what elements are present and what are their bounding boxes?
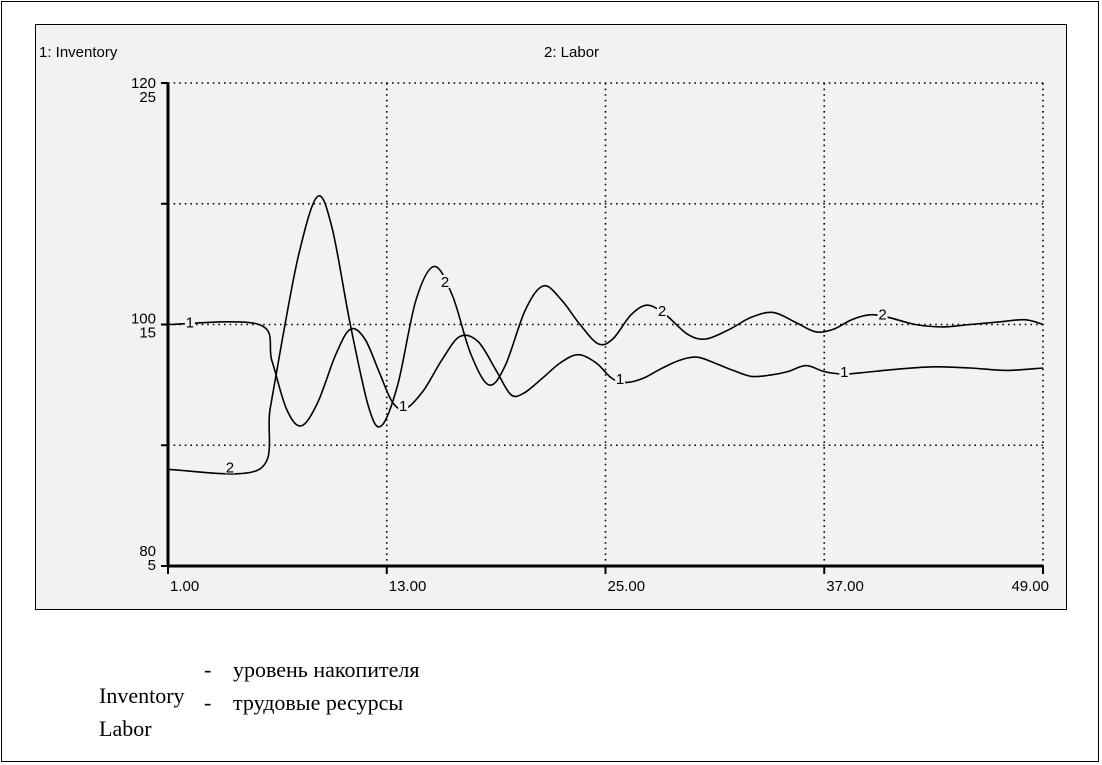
series-marker-bg — [184, 315, 195, 329]
series-markers: 1 1 1 1 2 2 2 2 — [184, 274, 888, 476]
series-marker-1: 1 — [840, 364, 848, 381]
series-marker-1: 1 — [616, 371, 624, 388]
legend-dash-labor: - — [204, 690, 212, 715]
y2-max-label: 25 — [139, 89, 156, 106]
y1-max-label: 120 — [131, 75, 156, 92]
series-marker-2: 2 — [441, 274, 449, 291]
legend-row-inventory: Inventory — [88, 657, 185, 709]
legend-desc-inventory: уровень накопителя — [233, 657, 420, 682]
graph-panel: 1 1 1 1 2 2 2 2 1.00 13.00 25.00 37.00 49.00 120 25 10… — [35, 24, 1067, 610]
series-label-labor: 2: Labor — [544, 44, 599, 61]
x-tick-label: 49.00 — [1011, 578, 1049, 595]
series-marker-bg — [615, 372, 626, 386]
x-tick-label: 13.00 — [389, 578, 427, 595]
series-marker-2: 2 — [226, 459, 234, 476]
x-tick-label: 25.00 — [608, 578, 646, 595]
x-tick-label: 1.00 — [170, 578, 199, 595]
series-marker-bg — [398, 398, 409, 412]
legend-term-labor: Labor — [99, 716, 152, 741]
series-label-inventory: 1: Inventory — [39, 44, 118, 61]
y1-mid-label: 100 — [131, 311, 156, 328]
y2-min-label: 5 — [148, 557, 156, 574]
legend-row-labor: Labor — [88, 690, 152, 742]
series-marker-bg — [440, 274, 451, 288]
axes — [161, 82, 1044, 574]
series-marker-1: 1 — [186, 315, 194, 332]
y2-mid-label: 15 — [139, 325, 156, 342]
series-lines — [167, 195, 1044, 475]
series-line-labor — [167, 195, 1044, 475]
series-marker-bg — [657, 303, 668, 317]
x-tick-label: 37.00 — [826, 578, 864, 595]
series-marker-bg — [839, 364, 850, 378]
series-marker-bg — [224, 460, 235, 474]
legend-term-inventory: Inventory — [99, 683, 185, 708]
series-marker-1: 1 — [399, 398, 407, 415]
series-marker-2: 2 — [658, 303, 666, 320]
series-marker-bg — [877, 307, 888, 321]
legend-dash-inventory: - — [204, 657, 212, 682]
y1-min-label: 80 — [139, 543, 156, 560]
legend-desc-labor: трудовые ресурсы — [233, 690, 404, 715]
series-marker-2: 2 — [878, 307, 886, 324]
series-line-inventory — [167, 321, 1044, 427]
